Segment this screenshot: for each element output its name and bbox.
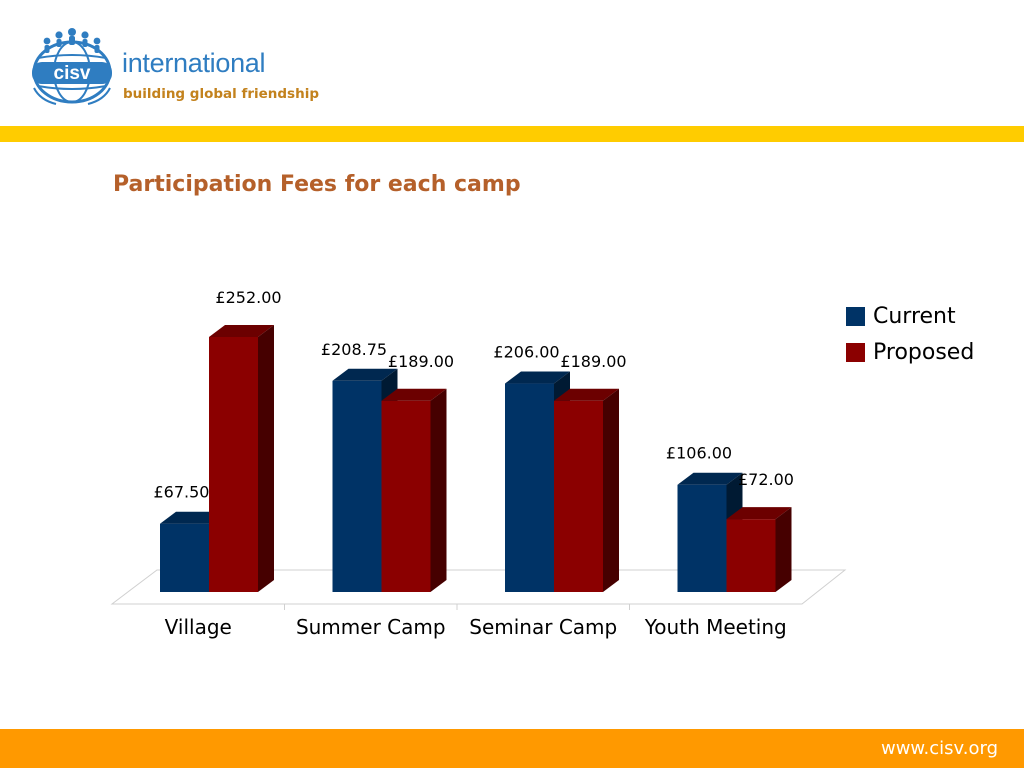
footer-url: www.cisv.org [880,738,998,759]
bar-top-face [332,368,398,381]
bar-top-face [209,325,274,337]
logo-badge-text: cisv [54,63,91,84]
top-accent-bar [0,126,1024,142]
bar-proposed-youth-meeting [726,507,792,592]
bar-top-face [726,507,792,520]
data-label-current-summer-camp: £208.75 [321,340,387,359]
logo-wordmark: international [122,48,266,78]
bar-front-face [209,337,258,592]
legend-label-proposed: Proposed [873,339,975,365]
bar-front-face [332,380,382,592]
x-tick-label-village: Village [165,615,232,639]
data-label-proposed-summer-camp: £189.00 [388,352,454,371]
footer-bar: www.cisv.org [0,729,1024,768]
bar-side-face [258,325,274,592]
chart-floor [110,569,847,610]
bar-side-face [603,388,619,592]
chart-bars [160,325,792,592]
data-label-proposed-youth-meeting: £72.00 [738,470,794,489]
x-tick-label-youth-meeting: Youth Meeting [644,615,787,639]
x-tick-label-summer-camp: Summer Camp [296,615,446,639]
bar-proposed-village [209,325,274,592]
bar-front-face [505,383,554,592]
chart-data-labels: £67.50£252.00£208.75£189.00 £206.00 £189.0… [154,288,794,502]
data-label-proposed-village: £252.00 [215,288,281,307]
data-label-current-village: £67.50 [154,483,210,502]
legend-swatch-current [846,306,865,326]
bar-front-face [677,484,727,592]
bar-front-face [381,400,431,592]
bar-side-face [775,507,792,592]
bar-top-face [677,472,743,485]
legend-label-current: Current [873,303,956,329]
cisv-logo: cisv international building global frien… [26,26,319,110]
chart-legend: Current Proposed [846,298,974,370]
x-tick-label-seminar-camp: Seminar Camp [469,615,617,639]
bar-proposed-seminar-camp [554,388,619,592]
globe-logo-icon: cisv [32,28,112,105]
bar-top-face [381,388,447,401]
bar-front-face [554,400,603,592]
bar-current-youth-meeting [677,472,743,592]
bar-side-face [430,388,447,592]
data-label-current-seminar-camp: £206.00 [493,343,559,362]
chart-title: Participation Fees for each camp [113,172,521,197]
bar-top-face [505,371,570,384]
chart-x-tick-labels: Village Summer Camp Seminar Camp Youth Meet… [165,615,787,639]
bar-top-face [160,511,225,524]
logo-tagline: building global friendship [123,86,319,102]
legend-item-current: Current [846,298,974,334]
legend-swatch-proposed [846,342,865,362]
bar-proposed-summer-camp [381,388,447,592]
legend-item-proposed: Proposed [846,334,974,370]
bar-top-face [554,388,619,401]
bar-front-face [160,523,209,592]
chart-floor-plane [110,569,847,605]
data-label-current-youth-meeting: £106.00 [666,444,732,463]
data-label-proposed-seminar-camp: £189.00 [560,352,626,371]
bar-front-face [726,519,776,592]
